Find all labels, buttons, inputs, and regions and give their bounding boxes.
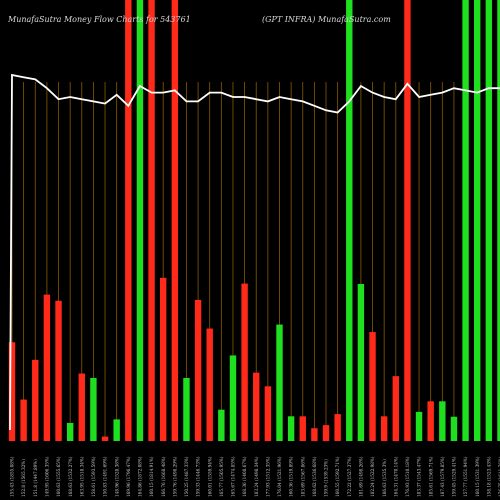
volume-bar [287,416,295,441]
x-tick-label: 150.25 (1487.33%) [184,456,189,497]
x-tick-label: 159.76 (1498.29%) [172,456,177,497]
x-tick-label: 187.43 (1579.85%) [440,456,445,497]
volume-bar [311,428,318,441]
x-tick-label: 176.93 (1510.18%) [405,456,410,497]
x-tick-label: 160.01 (1559.94%) [207,456,212,497]
x-tick-label: 159.45 (1529.41%) [452,456,457,497]
volume-bar [427,401,434,441]
volume-bar [194,299,202,441]
volume-bar [253,372,260,441]
volume-bar [148,0,155,441]
bars [8,0,500,441]
volume-bar [66,422,74,441]
volume-bar [462,0,469,441]
x-tick-label: 148.96 (1528.38%) [114,456,119,497]
volume-bar [125,0,132,441]
volume-bar [206,328,213,441]
volume-bar [218,409,225,441]
flow-line [9,73,500,431]
x-tick-label: 155.43 (1855.08%) [10,456,15,497]
volume-bar [357,284,365,441]
x-tick-label: 165.67 (1474.85%) [231,456,236,497]
volume-bar [369,332,376,441]
x-tick-label: 176.75 (1611.76%) [498,456,500,497]
volume-bar [90,377,97,441]
volume-bar [264,386,272,441]
chart-subtitle: (GPT INFRA) MunafaSutra.com [262,15,391,24]
x-tick-label: 183.37 (1543.47%) [417,456,422,497]
volume-bar [55,300,62,441]
volume-bar [485,0,493,441]
volume-bar [450,416,458,441]
volume-bar [43,294,51,441]
x-tick-label: 164.86 (1872.08%) [138,456,143,497]
x-tick-label: 177.93 (1512.35%) [265,456,270,497]
x-tick-label: 164.31 (1470.14%) [393,456,398,497]
x-tick-label: 165.77 (1505.95%) [219,456,224,497]
volume-bar [334,414,341,441]
volume-bar [497,0,500,441]
volume-bar [8,342,16,441]
chart-title: MunafaSutra Money Flow Charts for 543761 [7,15,191,24]
x-tick-label: 160.15 (1531.39%) [475,456,480,497]
volume-bar [32,359,39,441]
volume-bar [113,419,120,441]
volume-bar [392,376,399,441]
x-tick-label: 169.96 (1796.47%) [126,456,131,497]
volume-bar [101,436,109,441]
x-tick-label: 159.9 (1539.23%) [324,459,329,497]
volume-bar [322,425,330,441]
volume-bar [159,277,167,441]
x-tick-label: 183.24 (1498.34%) [254,456,259,497]
x-tick-label: 176.04 (1521.96%) [277,456,282,497]
volume-bar [20,399,27,441]
volume-bar [299,416,306,441]
x-tick-label: 160.15 (1814.91%) [149,456,154,497]
volume-bar [136,0,144,441]
volume-bar [276,324,283,441]
x-tick-label: 181.69 (1498.26%) [359,456,364,497]
x-tick-label: 160.63 (1555.65%) [56,456,61,497]
volume-bar [171,0,179,441]
x-tick-label: 168.62 (1536.68%) [312,456,317,497]
x-tick-label: 149.95 (1606.35%) [44,456,49,497]
volume-bar [404,0,411,441]
x-tick-label: 151.8 (1447.89%) [33,459,38,497]
volume-bar [78,373,85,441]
volume-bar [439,401,446,441]
x-tick-label: 168.63 (1532.27%) [68,456,73,497]
x-tick-label: 150.83 (1491.69%) [103,456,108,497]
volume-bar [346,0,353,441]
x-tick-label: 172.22 (1527.37%) [347,456,352,497]
x-tick-label: 152.8 (1565.32%) [21,459,26,497]
x-tick-label: 185.61 (1569.71%) [428,456,433,497]
volume-bar [241,283,248,441]
x-tick-labels: 155.43 (1855.08%) 152.8 (1565.32%) 151.8 (… [10,456,500,497]
volume-bar [229,355,237,441]
x-tick-label: 163.95 (1518.34%) [79,456,84,497]
x-tick-label: 168.36 (1408.67%) [242,456,247,497]
x-tick-label: 183.69 (1567.86%) [300,456,305,497]
x-tick-label: 157.77 (1551.94%) [463,456,468,497]
x-tick-label: 158.61 (1593.59%) [91,456,96,497]
flow-line-path [9,73,500,431]
x-tick-label: 186.63 (1535.3%) [382,459,387,497]
x-tick-label: 158.18 (1523.43%) [486,456,491,497]
volume-bar [380,416,388,441]
volume-bar [474,0,481,441]
volume-bar [183,377,190,441]
x-tick-label: 160.55 (1592.71%) [335,456,340,497]
x-tick-label: 166.76 (1668.48%) [161,456,166,497]
x-tick-label: 182.24 (1522.98%) [370,456,375,497]
x-tick-label: 159.33 (1446.73%) [196,456,201,497]
x-tick-label: 160.36 (1519.89%) [289,456,294,497]
volume-bar [415,411,423,441]
